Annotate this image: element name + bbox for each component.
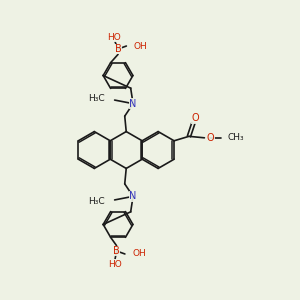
- Text: CH₃: CH₃: [227, 133, 244, 142]
- Text: B: B: [113, 246, 120, 256]
- Text: O: O: [192, 113, 200, 123]
- Text: OH: OH: [132, 250, 146, 259]
- Text: N: N: [129, 99, 137, 109]
- Text: OH: OH: [134, 41, 147, 50]
- Text: HO: HO: [108, 33, 122, 42]
- Text: B: B: [115, 44, 122, 54]
- Text: N: N: [129, 191, 137, 201]
- Text: H₃C: H₃C: [88, 94, 105, 103]
- Text: O: O: [207, 133, 214, 143]
- Text: HO: HO: [108, 260, 122, 268]
- Text: H₃C: H₃C: [88, 197, 105, 206]
